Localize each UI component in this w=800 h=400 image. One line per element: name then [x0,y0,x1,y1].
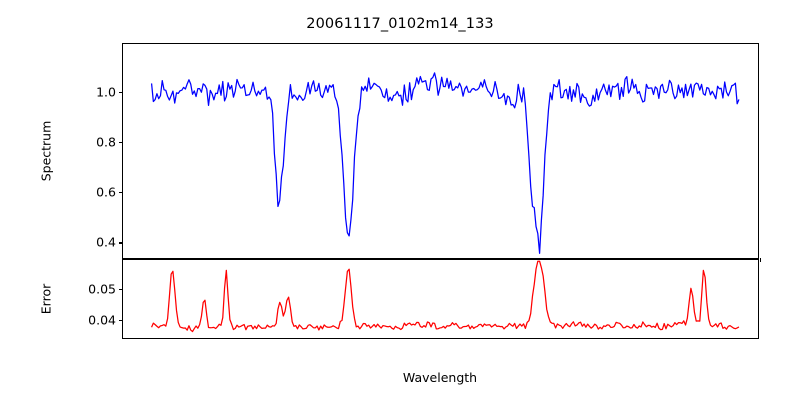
y-axis-label-error: Error [38,283,54,315]
y-tick-mark [119,289,123,291]
spectrum-line-series [123,44,758,258]
spectrum-plot-panel: 0.4 0.6 0.8 1.0 [96,43,762,262]
error-line-series [123,260,758,338]
y-tick-label: 1.0 [96,84,116,100]
y-tick-mark [119,91,123,93]
x-axis-label: Wavelength [402,370,478,385]
y-tick-label: 0.8 [96,134,116,150]
y-tick-label: 0.4 [96,234,116,250]
page-title: 20061117_0102m14_133 [306,16,494,32]
y-tick-mark [119,320,123,322]
x-tick-mark [760,258,762,262]
y-tick-label: 0.6 [96,184,116,200]
y-tick-mark [119,242,123,244]
y-tick-mark [119,192,123,194]
y-tick-label: 0.05 [88,281,116,297]
y-tick-label: 0.04 [88,312,116,328]
y-tick-mark [119,141,123,144]
y-axis-label-spectrum: Spectrum [38,120,54,182]
error-plot-panel: 0.04 0.05 [88,259,759,339]
